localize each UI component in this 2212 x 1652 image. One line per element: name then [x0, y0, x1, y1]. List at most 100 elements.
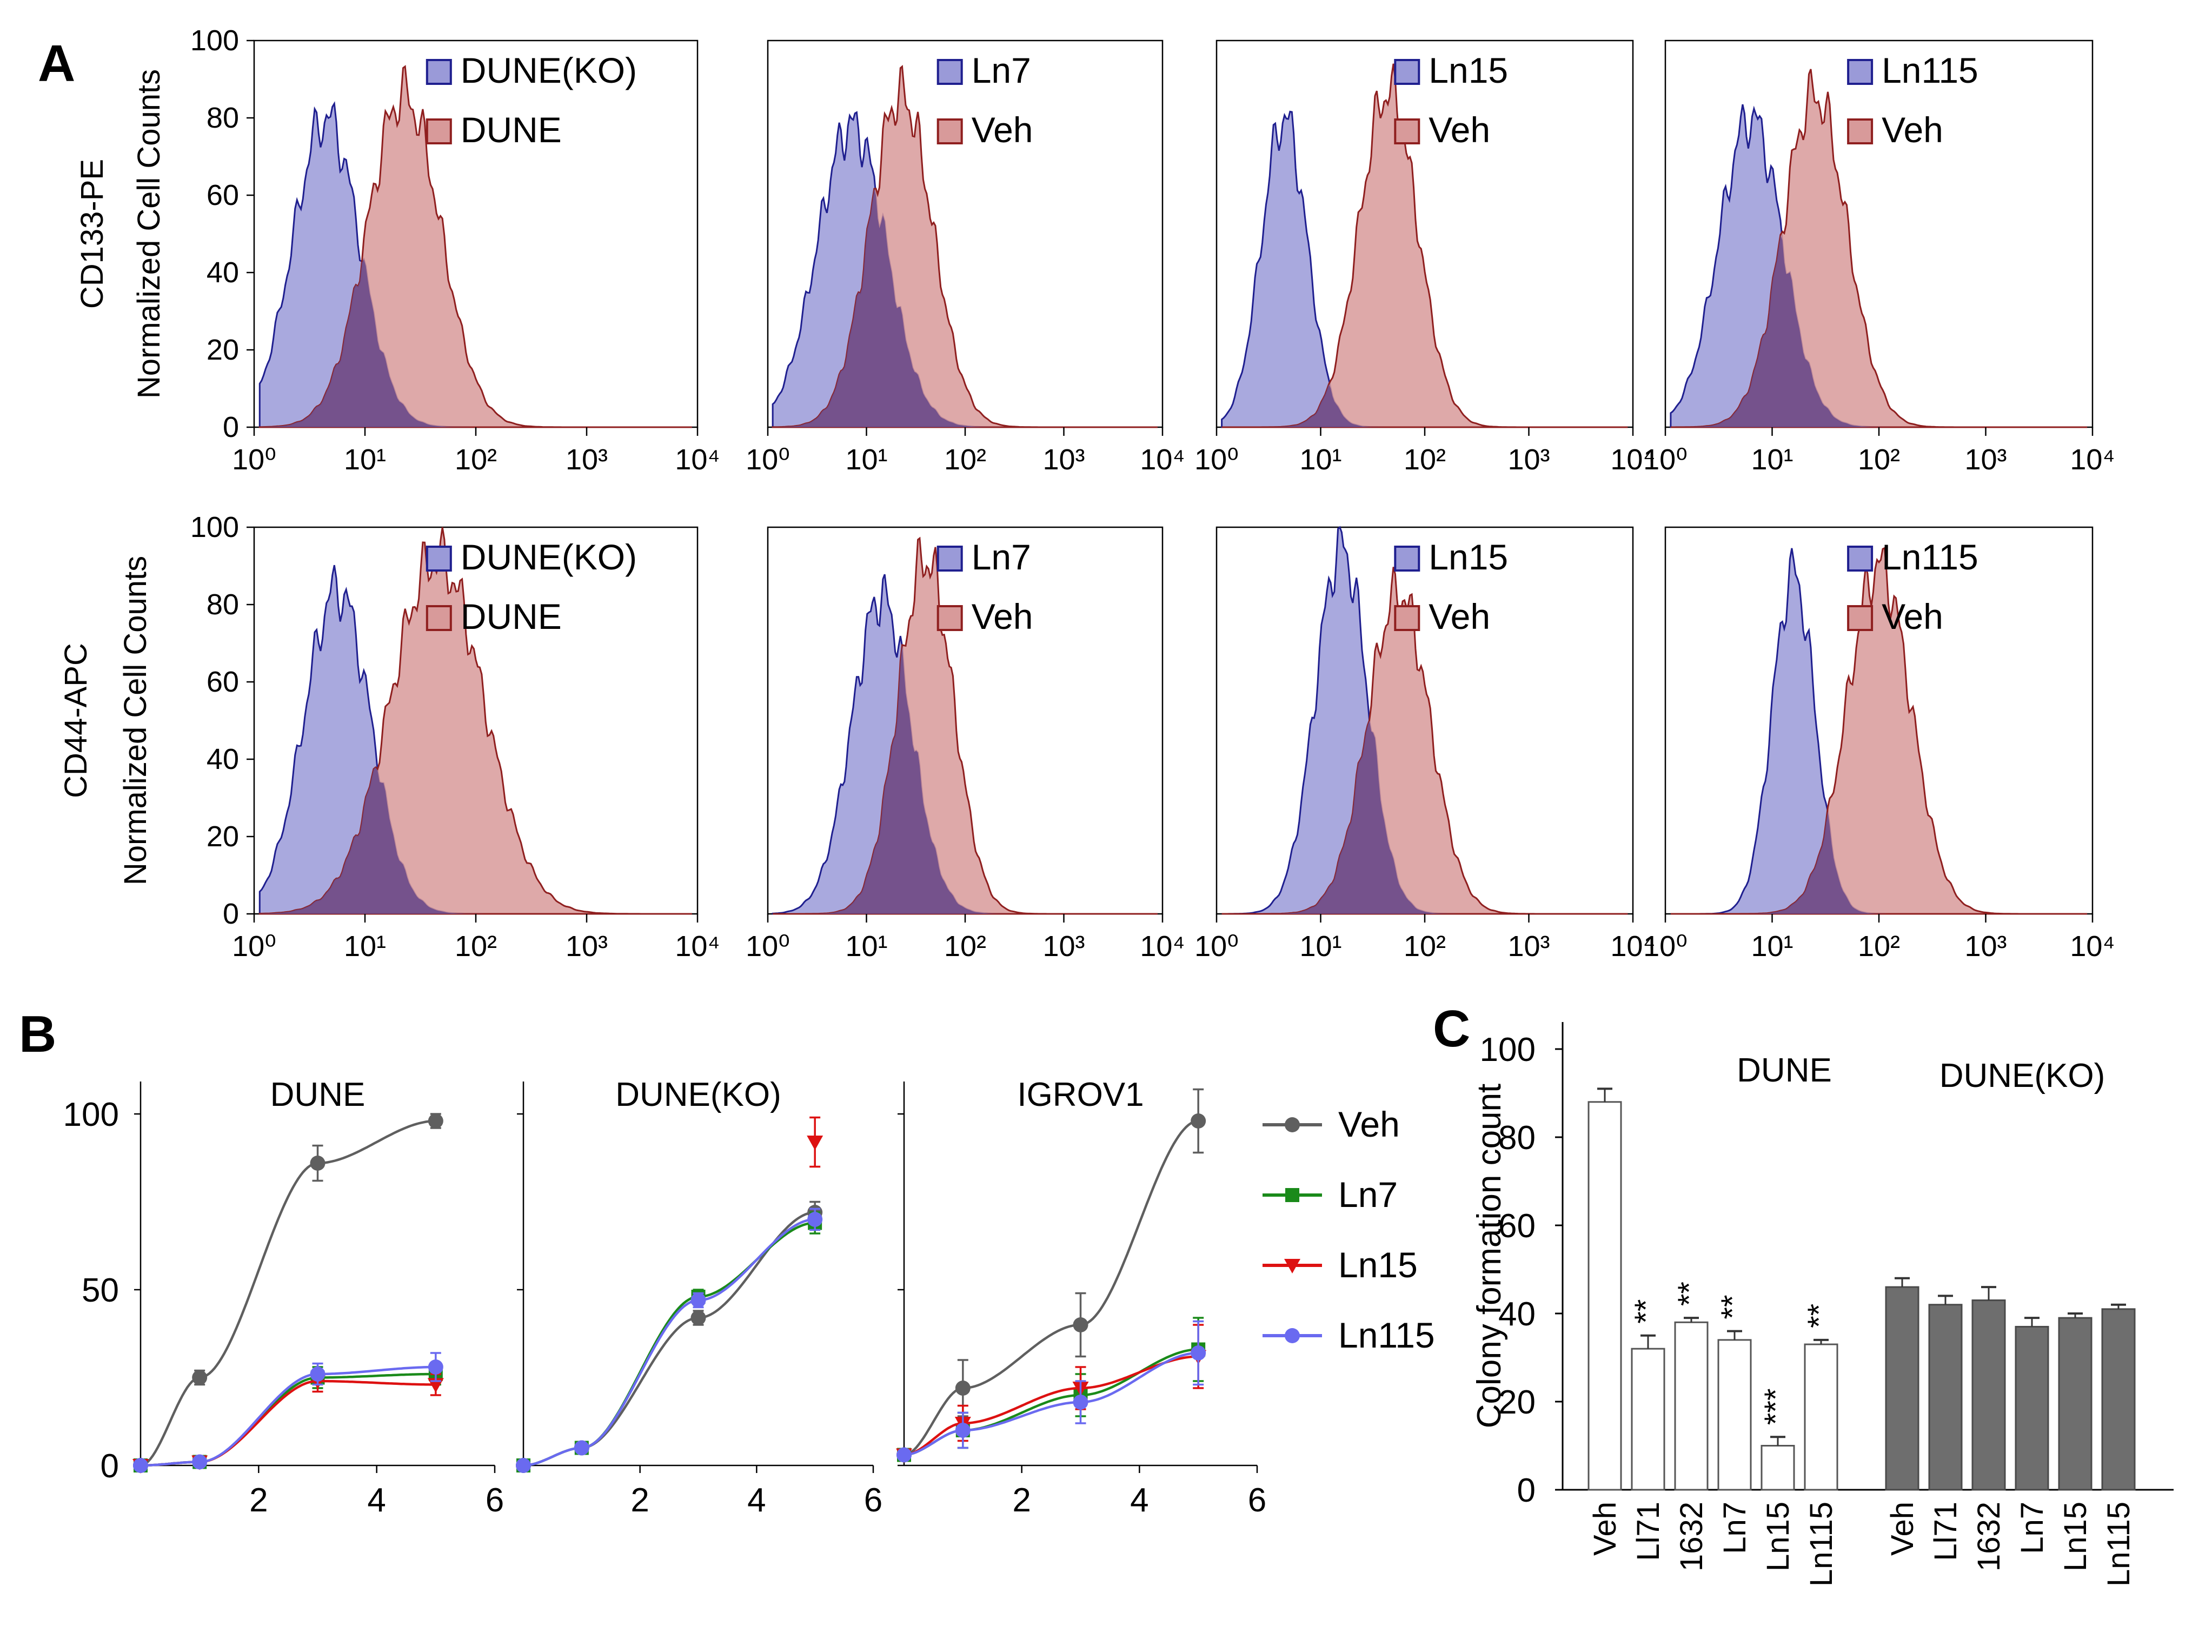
- y-axis-label: Colony formation count: [1471, 1084, 1508, 1429]
- legend-label: Ln7: [972, 537, 1031, 577]
- series-line-ln115: [904, 1351, 1199, 1456]
- growth-chart-duneko: DUNE(KO) 2 4 6: [516, 1076, 882, 1519]
- histogram-r1-c1: 10⁰ 10¹ 10² 10³ 10⁴ 0 20 40 60 80 100 Normalized Ce…: [75, 24, 720, 476]
- legend-label: Veh: [972, 110, 1033, 150]
- significance-mark: **: [1715, 1295, 1750, 1319]
- x-tick-label: 10⁰: [1194, 443, 1239, 476]
- x-category-label: 1632: [1674, 1502, 1709, 1571]
- data-point-ln115: [516, 1458, 531, 1473]
- x-tick-label: 10⁴: [1610, 930, 1655, 963]
- x-tick-label: 10³: [1042, 443, 1085, 476]
- x-tick-label: 10⁴: [1610, 443, 1655, 476]
- legend-label: Ln115: [1338, 1315, 1435, 1355]
- x-tick-label: 2: [630, 1482, 649, 1519]
- series-line-ln115: [523, 1218, 815, 1467]
- x-tick-label: 10¹: [344, 930, 386, 963]
- x-category-label: Ln7: [1717, 1502, 1752, 1554]
- data-point-ln115: [807, 1212, 823, 1227]
- x-tick-label: 10¹: [1751, 443, 1793, 476]
- chart-title: DUNE: [270, 1076, 366, 1113]
- histogram-r2-c1: 10⁰ 10¹ 10² 10³ 10⁴ 0 20 40 60 80 100 Normalized Ce…: [58, 511, 720, 963]
- legend-swatch: [1847, 605, 1874, 631]
- x-tick-label: 6: [1248, 1482, 1266, 1519]
- legend-swatch: [936, 605, 963, 631]
- series-line-ln7: [523, 1222, 815, 1467]
- legend-swatch: [426, 605, 452, 631]
- x-tick-label: 10³: [1964, 443, 2007, 476]
- legend-swatch: [936, 59, 963, 85]
- y-tick-label: 100: [1480, 1031, 1536, 1069]
- histogram-r2-c2: 10⁰ 10¹ 10² 10³ 10⁴ Ln7 Veh: [746, 526, 1185, 963]
- growth-chart-dune: DUNE 2 4 6 0 50 100: [63, 1076, 504, 1519]
- legend-label: Veh: [1882, 110, 1943, 150]
- bar-3: [1717, 1339, 1752, 1491]
- y-tick-label: 20: [207, 334, 239, 366]
- legend-label: Ln15: [1429, 50, 1508, 90]
- data-point-ln115: [192, 1454, 208, 1470]
- y-tick-label: 60: [207, 179, 239, 211]
- x-tick-label: 10¹: [1751, 930, 1793, 963]
- x-tick-label: 10²: [1404, 443, 1446, 476]
- x-category-label: Veh: [1587, 1502, 1623, 1556]
- x-tick-label: 10¹: [845, 443, 887, 476]
- x-tick-label: 10³: [566, 443, 608, 476]
- significance-mark: **: [1629, 1299, 1664, 1324]
- y-tick-label: 40: [1498, 1296, 1536, 1333]
- series-line-veh: [140, 1119, 436, 1467]
- histogram-overlap: [1670, 235, 2088, 427]
- legend-swatch: [1394, 118, 1420, 144]
- data-point-veh: [1191, 1113, 1206, 1129]
- legend-label: Ln115: [1882, 537, 1978, 577]
- histogram-r1-c4: 10⁰ 10¹ 10² 10³ 10⁴ Ln115 Veh: [1643, 39, 2115, 476]
- legend-label: Veh: [1882, 596, 1943, 636]
- x-category-label: Ll71: [1928, 1502, 1963, 1561]
- y-tick-label: 100: [63, 1096, 119, 1133]
- y-tick-label: 60: [1498, 1208, 1536, 1245]
- chart-title: IGROV1: [1017, 1076, 1144, 1113]
- data-point-ln115: [955, 1423, 971, 1438]
- panel-label-b: B: [19, 1005, 56, 1063]
- legend-label: Veh: [1338, 1104, 1400, 1144]
- legend-label: Ln15: [1429, 537, 1508, 577]
- x-tick-label: 10⁴: [2070, 930, 2115, 963]
- histogram-veh: [1670, 547, 2088, 915]
- x-category-label: Veh: [1885, 1502, 1920, 1556]
- x-tick-label: 10²: [455, 443, 497, 476]
- legend-label: Ln7: [972, 50, 1031, 90]
- x-tick-label: 10⁴: [675, 930, 720, 963]
- data-point-ln115: [896, 1447, 912, 1463]
- x-tick-label: 10⁴: [2070, 443, 2115, 476]
- x-tick-label: 10²: [1404, 930, 1446, 963]
- histogram-overlap: [773, 189, 1158, 427]
- bar-6: [1885, 1286, 1919, 1491]
- data-point-ln15: [1284, 1259, 1300, 1273]
- x-tick-label: 10¹: [1299, 443, 1341, 476]
- significance-mark: **: [1802, 1304, 1837, 1328]
- data-point-ln15: [807, 1136, 823, 1150]
- y-tick-label: 50: [82, 1272, 119, 1309]
- y-axis-label: Normalized Cell Counts: [118, 556, 153, 885]
- histogram-veh: [1221, 567, 1628, 915]
- data-point-veh: [1285, 1117, 1300, 1132]
- x-tick-label: 10⁰: [232, 930, 276, 963]
- x-tick-label: 10⁰: [746, 930, 790, 963]
- histogram-overlap: [260, 767, 692, 914]
- panel-a-histograms: 10⁰ 10¹ 10² 10³ 10⁴ 0 20 40 60 80 100 Normalized Ce…: [58, 24, 2115, 963]
- y-tick-label: 20: [1498, 1384, 1536, 1421]
- legend-label: DUNE: [461, 110, 562, 150]
- series-line-ln15: [904, 1355, 1199, 1456]
- y-tick-label: 80: [1498, 1119, 1536, 1157]
- histogram-r2-c3: 10⁰ 10¹ 10² 10³ 10⁴ Ln15 Veh: [1194, 526, 1656, 963]
- legend-swatch: [1847, 546, 1874, 572]
- panel-c-colony-bars: 0 20 40 60 80 100 Colony formation count DUNE DU…: [1471, 1022, 2174, 1587]
- data-point-veh: [428, 1113, 443, 1129]
- x-tick-label: 10¹: [1299, 930, 1341, 963]
- data-point-veh: [192, 1370, 208, 1385]
- x-category-label: 1632: [1971, 1502, 2007, 1571]
- x-tick-label: 2: [1012, 1482, 1031, 1519]
- chart-title: DUNE(KO): [615, 1076, 781, 1113]
- x-tick-label: 6: [486, 1482, 504, 1519]
- legend-label: DUNE(KO): [461, 50, 637, 90]
- legend-label: Veh: [1429, 596, 1490, 636]
- x-category-label: Ln15: [2058, 1502, 2093, 1571]
